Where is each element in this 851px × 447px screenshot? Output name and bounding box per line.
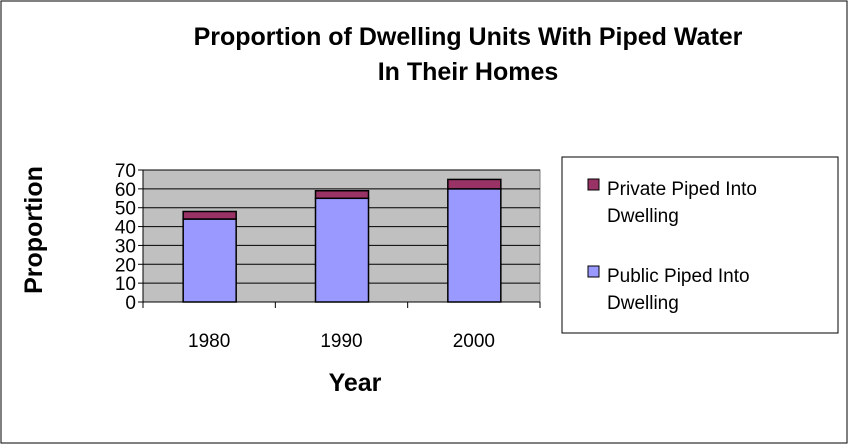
- chart-title: In Their Homes: [378, 58, 559, 86]
- legend-label: Public Piped Into Dwelling: [607, 266, 755, 314]
- legend-label: Private Piped Into Dwelling: [607, 179, 762, 227]
- bar-segment: [447, 178, 502, 190]
- legend-line: Public Piped Into: [607, 266, 755, 287]
- y-tick-label: 50: [115, 199, 136, 220]
- y-tick-label: 40: [115, 218, 136, 239]
- legend-line: Dwelling: [607, 293, 679, 314]
- y-tick-label: 60: [115, 180, 136, 201]
- legend-box: [561, 156, 839, 334]
- legend-line: Private Piped Into: [607, 179, 762, 200]
- x-tick-label: 1990: [320, 331, 362, 352]
- legend-line: Dwelling: [607, 206, 679, 227]
- y-tick-label: 70: [115, 161, 136, 182]
- y-tick-label: 0: [125, 293, 136, 314]
- bar-segment: [447, 188, 502, 303]
- y-tick-label: 10: [115, 274, 136, 295]
- bar-segment: [314, 197, 370, 303]
- chart-title: Proportion of Dwelling Units With Piped …: [194, 23, 743, 51]
- y-axis-title: Proportion: [20, 166, 48, 294]
- x-tick-label: 2000: [453, 331, 495, 352]
- y-tick-label: 30: [115, 236, 136, 257]
- bar-segment: [182, 218, 237, 303]
- x-tick-label: 1980: [188, 331, 230, 352]
- legend-swatch: [587, 178, 600, 191]
- bar-segment: [182, 210, 237, 220]
- bar-segment: [314, 189, 370, 200]
- y-tick-label: 20: [115, 255, 136, 276]
- x-axis-title: Year: [329, 369, 382, 397]
- legend-swatch: [587, 265, 600, 278]
